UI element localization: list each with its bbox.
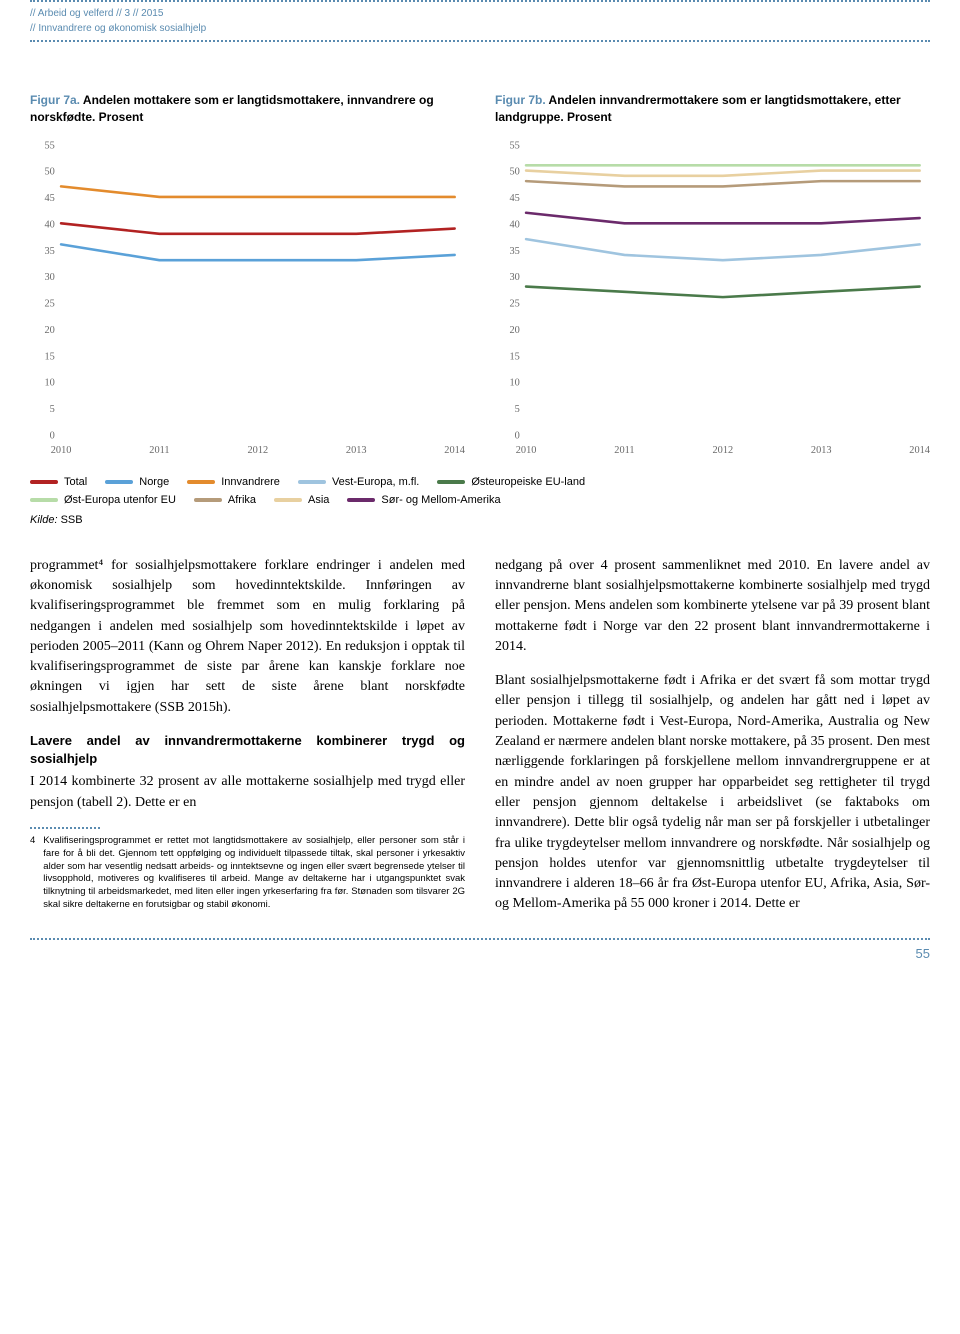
svg-text:50: 50: [510, 166, 520, 177]
legend-swatch: [274, 498, 302, 502]
svg-text:50: 50: [45, 166, 55, 177]
svg-text:35: 35: [45, 245, 55, 256]
legend-swatch: [298, 480, 326, 484]
paragraph-4: Blant sosialhjelpsmottakerne født i Afri…: [495, 671, 930, 915]
chart-7a-title: Figur 7a. Andelen mottakere som er langt…: [30, 92, 465, 126]
svg-text:10: 10: [45, 377, 55, 388]
chart-7a-title-text: Andelen mottakere som er langtidsmottake…: [30, 93, 434, 124]
header-line-1: // Arbeid og velferd // 3 // 2015: [30, 6, 930, 21]
svg-text:10: 10: [510, 377, 520, 388]
svg-text:40: 40: [510, 219, 520, 230]
body-columns: programmet⁴ for sosialhjelpsmottakere fo…: [30, 556, 930, 921]
legend-swatch: [30, 480, 58, 484]
chart-7b-title-text: Andelen innvandrermottakere som er langt…: [495, 93, 901, 124]
svg-text:40: 40: [45, 219, 55, 230]
legend-label: Asia: [308, 494, 329, 506]
charts-row: Figur 7a. Andelen mottakere som er langt…: [30, 92, 930, 464]
source-text: Kilde:: [30, 514, 61, 526]
svg-text:30: 30: [45, 272, 55, 283]
svg-text:2013: 2013: [346, 444, 367, 455]
svg-text:55: 55: [45, 140, 55, 151]
legend-item: Innvandrere: [187, 476, 280, 488]
footnote-rule: [30, 827, 100, 829]
svg-text:5: 5: [50, 404, 55, 415]
legend-label: Total: [64, 476, 87, 488]
legend-swatch: [187, 480, 215, 484]
legend-label: Afrika: [228, 494, 256, 506]
paragraph-3: nedgang på over 4 prosent sammenliknet m…: [495, 556, 930, 657]
subhead: Lavere andel av innvandrermottakerne kom…: [30, 732, 465, 768]
chart-7b-figlabel: Figur 7b.: [495, 93, 546, 107]
svg-text:2013: 2013: [811, 444, 832, 455]
footnote-4: 4 Kvalifiseringsprogrammet er rettet mot…: [30, 835, 465, 912]
svg-text:35: 35: [510, 245, 520, 256]
legend-label: Vest-Europa, m.fl.: [332, 476, 419, 488]
header-rule: [30, 40, 930, 42]
legend-item: Norge: [105, 476, 169, 488]
svg-text:20: 20: [45, 324, 55, 335]
svg-text:25: 25: [45, 298, 55, 309]
legend-swatch: [105, 480, 133, 484]
svg-text:2012: 2012: [248, 444, 269, 455]
legend-item: Afrika: [194, 494, 256, 506]
legend-swatch: [437, 480, 465, 484]
header-line-2: // Innvandrere og økonomisk sosialhjelp: [30, 21, 930, 36]
legend-item: Vest-Europa, m.fl.: [298, 476, 419, 488]
svg-text:45: 45: [45, 193, 55, 204]
svg-text:55: 55: [510, 140, 520, 151]
svg-text:15: 15: [45, 351, 55, 362]
footnote-number: 4: [30, 835, 35, 912]
svg-text:2014: 2014: [444, 444, 465, 455]
chart-7a: Figur 7a. Andelen mottakere som er langt…: [30, 92, 465, 464]
legend-label: Øst-Europa utenfor EU: [64, 494, 176, 506]
footnote-text: Kvalifiseringsprogrammet er rettet mot l…: [43, 835, 465, 912]
legend-label: Norge: [139, 476, 169, 488]
svg-text:2010: 2010: [516, 444, 537, 455]
legend-swatch: [30, 498, 58, 502]
svg-text:0: 0: [515, 430, 520, 441]
legend-item: Total: [30, 476, 87, 488]
legend-item: Sør- og Mellom-Amerika: [347, 494, 500, 506]
svg-text:2010: 2010: [51, 444, 72, 455]
legend-item: Asia: [274, 494, 329, 506]
chart-7b: Figur 7b. Andelen innvandrermottakere so…: [495, 92, 930, 464]
paragraph-1: programmet⁴ for sosialhjelpsmottakere fo…: [30, 556, 465, 718]
source-value: SSB: [61, 514, 83, 526]
page-number: 55: [30, 946, 930, 971]
chart-7a-figlabel: Figur 7a.: [30, 93, 80, 107]
svg-text:30: 30: [510, 272, 520, 283]
paragraph-2: I 2014 kombinerte 32 prosent av alle mot…: [30, 772, 465, 813]
legend-swatch: [194, 498, 222, 502]
svg-text:0: 0: [50, 430, 55, 441]
svg-text:25: 25: [510, 298, 520, 309]
svg-text:20: 20: [510, 324, 520, 335]
legend-label: Innvandrere: [221, 476, 280, 488]
chart-7b-plot: 0 5 10 15 20 25 30 35 40 45 50 55 2010 2011 2012 2013 20…: [495, 138, 930, 464]
legend-swatch: [347, 498, 375, 502]
legend-label: Sør- og Mellom-Amerika: [381, 494, 500, 506]
running-header: // Arbeid og velferd // 3 // 2015 // Inn…: [30, 2, 930, 40]
footer-rule: [30, 938, 930, 940]
chart-7a-plot: 0 5 10 15 20 25 30 35 40 45 50 55 2010 2011 2012 2013 20…: [30, 138, 465, 464]
legend-row-1: Total Norge Innvandrere Vest-Europa, m.fl. Ø…: [30, 476, 930, 488]
chart-7b-title: Figur 7b. Andelen innvandrermottakere so…: [495, 92, 930, 126]
svg-text:2014: 2014: [909, 444, 930, 455]
svg-text:2011: 2011: [149, 444, 169, 455]
legend-label: Østeuropeiske EU-land: [471, 476, 585, 488]
legend: Total Norge Innvandrere Vest-Europa, m.fl. Ø…: [30, 476, 930, 506]
legend-item: Øst-Europa utenfor EU: [30, 494, 176, 506]
source-line: Kilde: SSB: [30, 514, 930, 526]
svg-text:45: 45: [510, 193, 520, 204]
svg-text:15: 15: [510, 351, 520, 362]
svg-text:2012: 2012: [713, 444, 734, 455]
legend-row-2: Øst-Europa utenfor EU Afrika Asia Sør- og M…: [30, 494, 930, 506]
svg-text:5: 5: [515, 404, 520, 415]
svg-text:2011: 2011: [614, 444, 634, 455]
legend-item: Østeuropeiske EU-land: [437, 476, 585, 488]
